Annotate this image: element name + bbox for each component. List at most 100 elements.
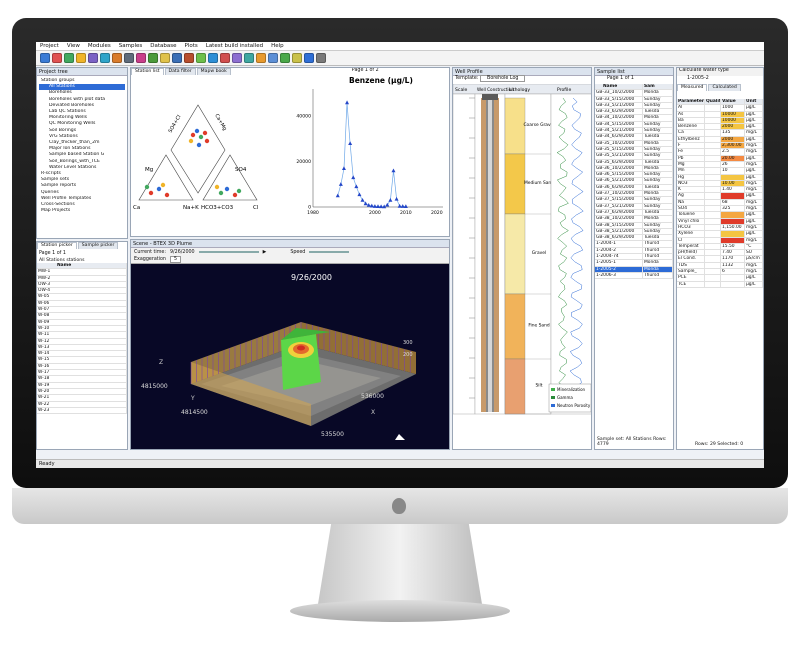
- toolbar-button-21[interactable]: [280, 53, 290, 63]
- speed-slider[interactable]: [309, 251, 350, 253]
- toolbar-button-14[interactable]: [196, 53, 206, 63]
- station-row[interactable]: W-14: [37, 351, 127, 358]
- parameter-row[interactable]: Temperat 15.50 °C: [677, 243, 763, 251]
- parameter-row[interactable]: TCE µg/L: [677, 281, 763, 288]
- tab-calculated[interactable]: Calculated: [708, 84, 741, 91]
- calc-water-type-button[interactable]: Calculate water type: [677, 68, 763, 76]
- tree-item[interactable]: Boreholes: [49, 90, 72, 96]
- param-value[interactable]: [721, 212, 745, 218]
- sample-row[interactable]: GB-36_5/15/2000 Sunday: [595, 172, 673, 179]
- parameter-row[interactable]: Na 68 mg/L: [677, 199, 763, 207]
- tree-item[interactable]: VrG Stations: [49, 133, 78, 139]
- tab-station-picker[interactable]: Station picker: [37, 242, 77, 249]
- station-row[interactable]: W-16: [37, 363, 127, 371]
- toolbar-button-3[interactable]: [64, 53, 74, 63]
- parameter-row[interactable]: Sample_ 6 mg/L: [677, 269, 763, 276]
- param-value[interactable]: 1,150.00: [721, 224, 745, 231]
- param-value[interactable]: 10: [721, 168, 745, 174]
- tab-mapw-book[interactable]: Mapw book: [196, 68, 231, 75]
- toolbar-button-23[interactable]: [304, 53, 314, 63]
- param-value[interactable]: 15.50: [721, 243, 745, 250]
- toolbar-button-5[interactable]: [88, 53, 98, 63]
- param-value[interactable]: 10.00: [721, 180, 745, 187]
- tree-item[interactable]: Sample reports: [41, 183, 77, 189]
- station-row[interactable]: W-09: [37, 319, 127, 326]
- param-value[interactable]: 1.40: [721, 187, 745, 193]
- parameter-row[interactable]: NO3 10.00 mg/L: [677, 180, 763, 188]
- toolbar-button-20[interactable]: [268, 53, 278, 63]
- sample-name-nav[interactable]: 1-2005-2: [687, 76, 709, 81]
- station-row[interactable]: W-12: [37, 338, 127, 345]
- sample-row[interactable]: 1-2005-1 Monda: [595, 260, 673, 267]
- tree-item[interactable]: Lab QC Stations: [49, 109, 86, 115]
- scene-canvas[interactable]: 9/26/2000 Z Y X 4815000: [131, 264, 450, 450]
- sample-row[interactable]: GB-37_5/21/2000 Sunday: [595, 203, 673, 210]
- parameter-row[interactable]: Ag µg/L: [677, 193, 763, 200]
- toolbar-button-4[interactable]: [76, 53, 86, 63]
- param-value[interactable]: 2,300.00: [721, 143, 745, 149]
- parameter-row[interactable]: pH(field) 7.40 SU: [677, 250, 763, 257]
- parameter-row[interactable]: Pb 20.00 µg/L: [677, 155, 763, 162]
- tab-sample-picker[interactable]: Sample picker: [77, 242, 119, 249]
- sample-row[interactable]: GB-37_10/2/2000 Monda: [595, 191, 673, 198]
- sample-row[interactable]: GB-35_6/29/2000 Tuesda: [595, 159, 673, 166]
- toolbar-button-12[interactable]: [172, 53, 182, 63]
- sample-row[interactable]: GB-34_5/21/2000 Sunday: [595, 128, 673, 135]
- param-value[interactable]: 1000: [721, 105, 745, 111]
- param-value[interactable]: 6: [721, 269, 745, 275]
- tree-item[interactable]: Soil_Borings_with_TCE: [49, 158, 100, 164]
- parameter-row[interactable]: SO4 325 mg/L: [677, 206, 763, 213]
- param-value[interactable]: 68: [721, 199, 745, 206]
- tree-item[interactable]: R-scripts: [41, 171, 61, 177]
- sample-row[interactable]: GB-37_6/29/2000 Tuesda: [595, 209, 673, 217]
- sample-row[interactable]: GB-33_5/21/2000 Sunday: [595, 102, 673, 110]
- toolbar-button-16[interactable]: [220, 53, 230, 63]
- sample-row[interactable]: GB-34_10/2/2000 Monda: [595, 115, 673, 122]
- station-row[interactable]: MW-2: [37, 275, 127, 282]
- station-row[interactable]: W-08: [37, 313, 127, 320]
- sample-row[interactable]: GB-36_10/2/2000 Monda: [595, 165, 673, 173]
- sample-row[interactable]: 1-2006-3 Thursd: [595, 272, 673, 280]
- station-row[interactable]: W-13: [37, 344, 127, 352]
- tree-item[interactable]: Soil Borings: [49, 127, 77, 133]
- toolbar-button-13[interactable]: [184, 53, 194, 63]
- time-value[interactable]: 9/26/2000: [170, 249, 195, 255]
- station-row[interactable]: W-22: [37, 401, 127, 408]
- sample-row[interactable]: GB-36_5/21/2000 Sunday: [595, 178, 673, 185]
- tab-data-filter[interactable]: Data filter: [164, 68, 196, 75]
- sample-row[interactable]: GB-33_10/2/2000 Monda: [595, 90, 673, 97]
- toolbar-button-10[interactable]: [148, 53, 158, 63]
- param-value[interactable]: 2000: [721, 136, 745, 143]
- tree-item[interactable]: Station groups: [41, 78, 75, 83]
- parameter-row[interactable]: Ba 10000 µg/L: [677, 117, 763, 125]
- sample-row[interactable]: GB-36_6/29/2000 Tuesda: [595, 184, 673, 192]
- toolbar-button-7[interactable]: [112, 53, 122, 63]
- menu-modules[interactable]: Modules: [87, 43, 111, 49]
- parameter-row[interactable]: Mg 26 mg/L: [677, 161, 763, 169]
- parameter-row[interactable]: K 1.40 mg/L: [677, 187, 763, 194]
- toolbar-button-18[interactable]: [244, 53, 254, 63]
- toolbar-button-22[interactable]: [292, 53, 302, 63]
- station-row[interactable]: W-10: [37, 325, 127, 333]
- sample-row[interactable]: GB-38_5/15/2000 Sunday: [595, 222, 673, 229]
- menu-view[interactable]: View: [66, 43, 80, 49]
- param-value[interactable]: 1132: [721, 262, 745, 269]
- menu-help[interactable]: Help: [271, 43, 284, 49]
- station-row[interactable]: W-15: [37, 357, 127, 364]
- menu-samples[interactable]: Samples: [118, 43, 143, 49]
- parameter-row[interactable]: Ca 135 mg/L: [677, 130, 763, 137]
- parameter-row[interactable]: F 2,300.00 mg/L: [677, 143, 763, 150]
- sample-row[interactable]: 1-2004-1 Thursd: [595, 241, 673, 248]
- toolbar-button-17[interactable]: [232, 53, 242, 63]
- sample-row[interactable]: GB-34_6/29/2000 Tuesda: [595, 134, 673, 141]
- toolbar-button-19[interactable]: [256, 53, 266, 63]
- sample-row[interactable]: GB-34_5/15/2000 Sunday: [595, 121, 673, 129]
- sample-row[interactable]: GB-35_5/15/2000 Sunday: [595, 146, 673, 154]
- parameter-row[interactable]: HCO3 1,150.00 mg/L: [677, 224, 763, 232]
- menu-database[interactable]: Database: [150, 43, 177, 49]
- sample-row[interactable]: GB-38_10/2/2000 Monda: [595, 216, 673, 223]
- sample-row[interactable]: 1-2005-2 Monda: [595, 266, 673, 273]
- sample-row[interactable]: 1-2004-2 Thursd: [595, 247, 673, 255]
- station-row[interactable]: W-05: [37, 294, 127, 301]
- tree-item[interactable]: Monitoring Wells: [49, 115, 88, 121]
